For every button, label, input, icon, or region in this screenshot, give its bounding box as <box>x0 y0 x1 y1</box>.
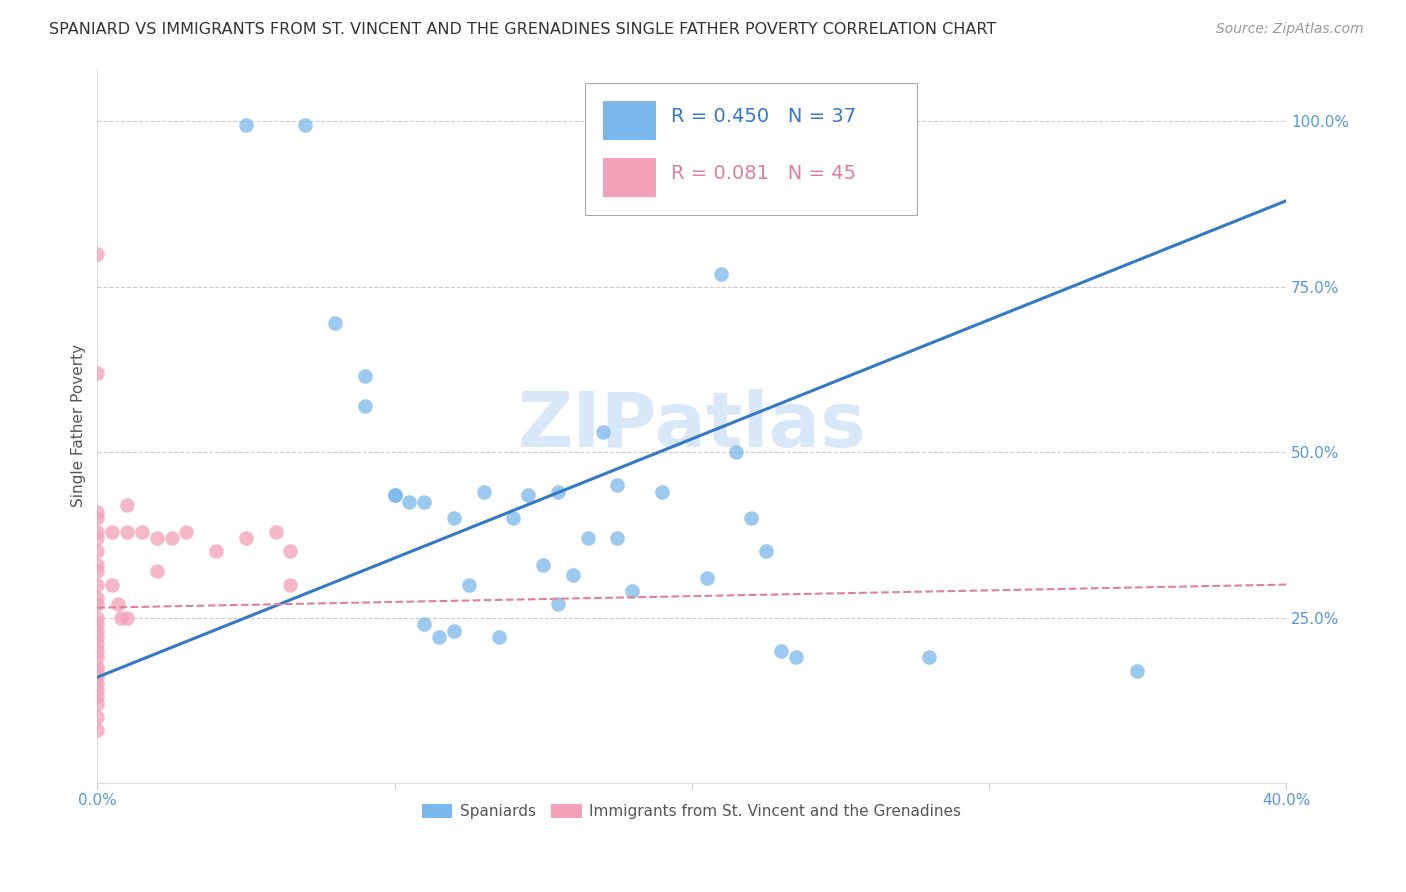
Point <box>86 644 108 658</box>
Text: R = 0.081   N = 45: R = 0.081 N = 45 <box>672 164 856 183</box>
Point <box>86 565 108 579</box>
Point <box>443 624 465 638</box>
Point <box>86 246 108 260</box>
Point <box>785 650 807 665</box>
Point <box>86 617 108 632</box>
Point <box>725 445 748 459</box>
Point <box>86 577 108 591</box>
Point <box>547 485 569 500</box>
Point <box>86 637 108 651</box>
Point <box>561 567 583 582</box>
Point <box>146 565 169 579</box>
Point <box>160 531 183 545</box>
Point <box>413 617 436 632</box>
Legend: Spaniards, Immigrants from St. Vincent and the Grenadines: Spaniards, Immigrants from St. Vincent a… <box>416 798 967 825</box>
Point <box>517 488 540 502</box>
Point <box>695 571 717 585</box>
Point <box>86 683 108 698</box>
Point <box>280 577 302 591</box>
Point <box>457 577 479 591</box>
Point <box>235 531 257 545</box>
Point <box>86 591 108 605</box>
Point <box>86 610 108 624</box>
Point <box>86 690 108 704</box>
Point <box>101 577 124 591</box>
Point <box>488 631 510 645</box>
Point <box>398 495 420 509</box>
Point <box>86 677 108 691</box>
Point <box>86 723 108 738</box>
Point <box>576 531 599 545</box>
Point <box>323 316 346 330</box>
Text: ZIPatlas: ZIPatlas <box>517 389 866 463</box>
Y-axis label: Single Father Poverty: Single Father Poverty <box>72 344 86 508</box>
Point <box>606 531 628 545</box>
Point <box>472 485 495 500</box>
FancyBboxPatch shape <box>585 83 918 215</box>
Point <box>384 488 406 502</box>
Point <box>176 524 198 539</box>
Point <box>384 488 406 502</box>
Point <box>621 584 644 599</box>
Point <box>353 399 375 413</box>
Point <box>918 650 941 665</box>
Point <box>606 478 628 492</box>
Point <box>710 267 733 281</box>
Point <box>107 598 129 612</box>
Point <box>1126 664 1149 678</box>
Point <box>86 660 108 674</box>
Point <box>205 544 228 558</box>
Point <box>294 118 316 132</box>
Point <box>86 710 108 724</box>
Point <box>86 524 108 539</box>
Text: Source: ZipAtlas.com: Source: ZipAtlas.com <box>1216 22 1364 37</box>
Point <box>547 598 569 612</box>
Point <box>86 544 108 558</box>
Point <box>740 511 762 525</box>
Point <box>131 524 153 539</box>
Bar <box>603 101 657 140</box>
Point <box>264 524 287 539</box>
Point <box>592 425 614 440</box>
Point <box>86 650 108 665</box>
Point <box>86 366 108 380</box>
Point <box>86 624 108 638</box>
Point <box>101 524 124 539</box>
Point <box>86 697 108 711</box>
Text: SPANIARD VS IMMIGRANTS FROM ST. VINCENT AND THE GRENADINES SINGLE FATHER POVERTY: SPANIARD VS IMMIGRANTS FROM ST. VINCENT … <box>49 22 997 37</box>
Point <box>502 511 524 525</box>
Bar <box>603 158 657 197</box>
Point <box>353 369 375 384</box>
Point <box>443 511 465 525</box>
Point <box>413 495 436 509</box>
Point <box>115 498 138 512</box>
Point <box>235 118 257 132</box>
Point <box>86 631 108 645</box>
Point <box>427 631 450 645</box>
Point <box>769 644 792 658</box>
Point <box>115 524 138 539</box>
Point <box>86 511 108 525</box>
Point <box>651 485 673 500</box>
Point <box>531 558 554 572</box>
Point <box>86 598 108 612</box>
Text: R = 0.450   N = 37: R = 0.450 N = 37 <box>672 107 856 126</box>
Point <box>86 505 108 519</box>
Point <box>86 531 108 545</box>
Point <box>280 544 302 558</box>
Point <box>115 610 138 624</box>
Point <box>146 531 169 545</box>
Point <box>86 670 108 684</box>
Point <box>86 558 108 572</box>
Point <box>110 610 132 624</box>
Point <box>86 664 108 678</box>
Point <box>755 544 778 558</box>
